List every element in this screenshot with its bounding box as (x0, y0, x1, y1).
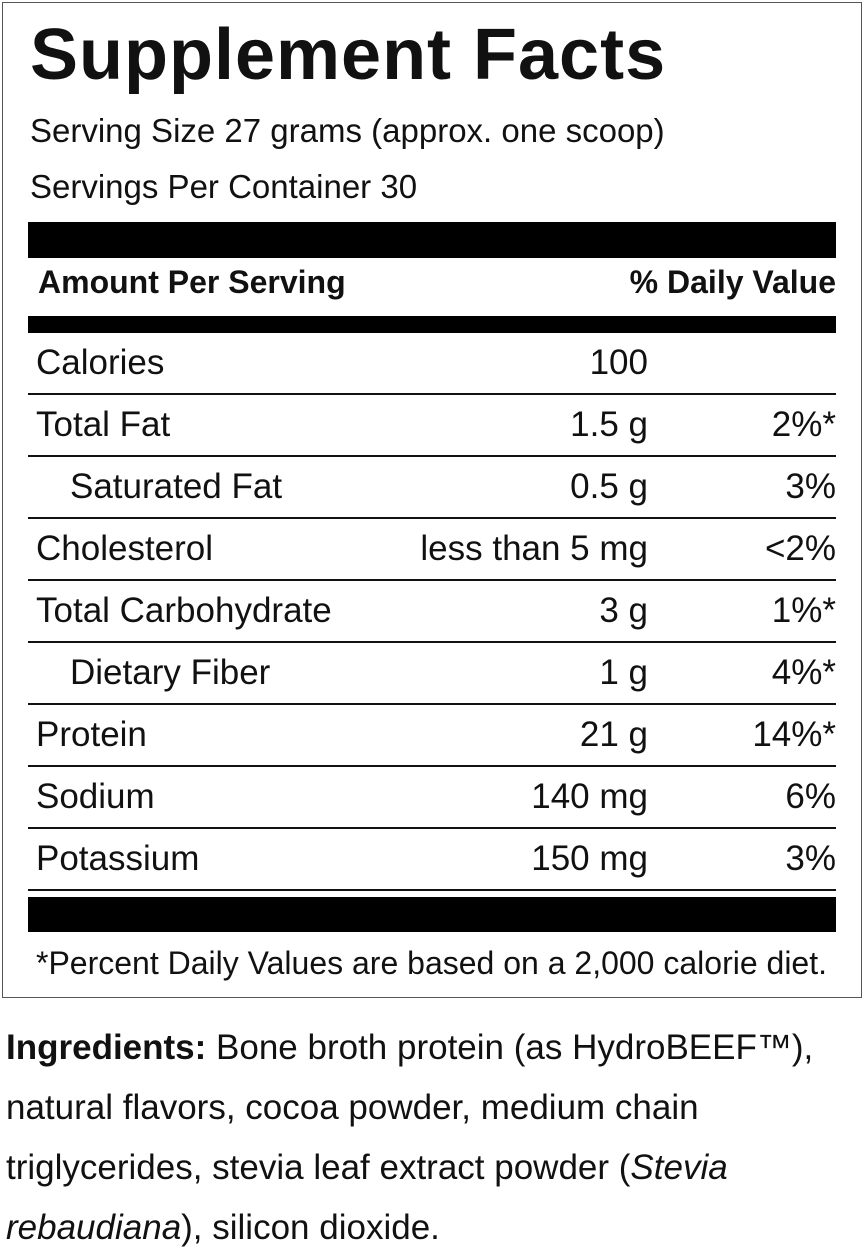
nutrient-dv: 3% (785, 467, 836, 506)
nutrient-dv: <2% (764, 529, 836, 568)
title: Supplement Facts (30, 15, 667, 95)
nutrient-amount: 140 mg (531, 777, 648, 816)
nutrient-row: Sodium 140 mg 6% (28, 767, 836, 829)
amount-header: Amount Per Serving (38, 264, 346, 300)
ingredients-text: Bone broth protein (as HydroBEEF™), natu… (6, 1028, 814, 1187)
nutrient-amount: 21 g (579, 715, 648, 754)
thick-rule (28, 897, 836, 932)
nutrient-row: Potassium 150 mg 3% (28, 829, 836, 891)
nutrient-label: Dietary Fiber (70, 653, 271, 692)
nutrient-dv: 3% (785, 839, 836, 878)
nutrient-row: Cholesterol less than 5 mg <2% (28, 519, 836, 581)
nutrient-label: Cholesterol (36, 529, 214, 568)
serving-size: Serving Size 27 grams (approx. one scoop… (30, 112, 665, 149)
nutrient-label: Protein (36, 715, 147, 754)
nutrient-amount: 1 g (599, 653, 648, 692)
nutrient-dv: 1%* (771, 591, 836, 630)
footnote: *Percent Daily Values are based on a 2,0… (36, 945, 827, 981)
ingredients-label: Ingredients: (6, 1028, 207, 1067)
nutrient-label: Saturated Fat (70, 467, 283, 506)
facts-box (2, 2, 862, 998)
nutrient-label: Sodium (36, 777, 155, 816)
nutrient-amount: 150 mg (531, 839, 648, 878)
nutrient-amount: 1.5 g (570, 405, 648, 444)
dv-header: % Daily Value (629, 264, 836, 300)
nutrient-amount: 100 (589, 343, 648, 382)
nutrient-row: Total Carbohydrate 3 g 1%* (28, 581, 836, 643)
nutrient-label: Potassium (36, 839, 200, 878)
nutrient-dv: 4%* (771, 653, 836, 692)
nutrient-dv: 14%* (752, 715, 836, 754)
ingredients-end: ), silicon dioxide. (181, 1208, 440, 1247)
nutrient-row: Total Fat 1.5 g 2%* (28, 395, 836, 457)
nutrient-dv: 6% (785, 777, 836, 816)
medium-rule (28, 316, 836, 333)
nutrient-label: Calories (36, 343, 165, 382)
ingredients: Ingredients: Bone broth protein (as Hydr… (6, 1018, 858, 1258)
nutrient-row: Dietary Fiber 1 g 4%* (28, 643, 836, 705)
servings-per-container: Servings Per Container 30 (30, 168, 418, 205)
nutrient-row: Calories 100 (28, 333, 836, 395)
nutrient-amount: less than 5 mg (420, 529, 648, 568)
nutrient-label: Total Fat (36, 405, 171, 444)
nutrient-amount: 0.5 g (570, 467, 648, 506)
nutrient-row: Protein 21 g 14%* (28, 705, 836, 767)
thick-rule (28, 222, 836, 258)
nutrient-dv: 2%* (771, 405, 836, 444)
nutrient-label: Total Carbohydrate (36, 591, 332, 630)
nutrient-amount: 3 g (599, 591, 648, 630)
nutrient-row: Saturated Fat 0.5 g 3% (28, 457, 836, 519)
